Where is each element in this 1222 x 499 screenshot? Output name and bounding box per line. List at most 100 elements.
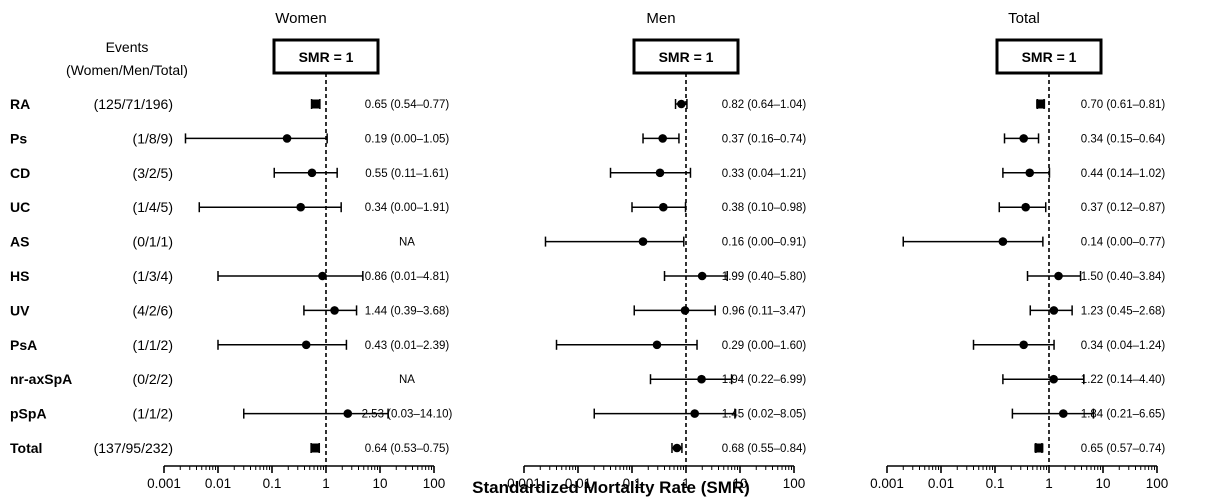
point-marker-women-total <box>311 443 321 453</box>
point-marker-men-total <box>672 443 682 453</box>
x-tick-label-total: 0.1 <box>986 476 1005 491</box>
estimate-label-women-ps: 0.19 (0.00–1.05) <box>365 133 450 145</box>
x-tick-label-men: 0.01 <box>565 476 591 491</box>
estimate-label-total-uv: 1.23 (0.45–2.68) <box>1081 305 1166 317</box>
panel-total: Total SMR = 1 0.001 0.01 0.1 1 10 100 0.70 (0.61… <box>870 10 1168 491</box>
point-marker-women-psa <box>301 340 311 350</box>
row-events-ra: (125/71/196) <box>94 96 173 112</box>
x-tick-label-total: 0.001 <box>870 476 904 491</box>
point-marker-men-ps <box>658 134 667 143</box>
estimate-label-total-cd: 0.44 (0.14–1.02) <box>1081 168 1166 180</box>
row-label-psa: PsA <box>10 337 37 353</box>
point-marker-total-nr-axspa <box>1049 374 1058 384</box>
row-labels: RA (125/71/196) Ps (1/8/9) CD (3/2/5) UC (1/4/5… <box>10 96 173 456</box>
estimate-label-women-pspa: 2.53 (0.03–14.10) <box>362 409 453 421</box>
estimate-label-men-nr-axspa: 1.94 (0.22–6.99) <box>722 374 807 386</box>
row-events-cd: (3/2/5) <box>133 165 173 181</box>
x-tick-label-women: 1 <box>322 476 330 491</box>
estimate-label-men-cd: 0.33 (0.04–1.21) <box>722 168 807 180</box>
x-tick-label-men: 0.001 <box>507 476 541 491</box>
point-marker-men-hs <box>697 271 707 281</box>
x-tick-label-men: 0.1 <box>623 476 642 491</box>
events-column-header: Events (Women/Men/Total) <box>66 39 188 78</box>
smr-reference-label-women: SMR = 1 <box>299 49 354 65</box>
point-marker-women-ra <box>311 99 321 109</box>
x-tick-label-men: 1 <box>682 476 690 491</box>
x-axis-title: Standardized Mortality Rate (SMR) <box>472 478 750 497</box>
point-marker-total-psa <box>1019 340 1028 350</box>
panel-title-total: Total <box>1008 10 1040 27</box>
estimate-label-total-pspa: 1.84 (0.21–6.65) <box>1081 409 1166 421</box>
row-events-nr-axspa: (0/2/2) <box>133 371 173 387</box>
point-marker-men-as <box>638 237 648 246</box>
panel-title-men: Men <box>646 10 675 27</box>
forest-panels: Women SMR = 1 0.001 0.01 0.1 1 10 100 0.65 (0.54… <box>147 10 1168 491</box>
estimate-label-men-as: 0.16 (0.00–0.91) <box>722 237 807 249</box>
x-tick-label-women: 0.1 <box>263 476 282 491</box>
point-marker-men-nr-axspa <box>697 374 706 384</box>
point-marker-men-pspa <box>690 409 700 418</box>
x-tick-label-women: 0.01 <box>205 476 231 491</box>
row-events-ps: (1/8/9) <box>133 130 173 146</box>
point-marker-women-uv <box>330 306 339 315</box>
estimate-label-men-uc: 0.38 (0.10–0.98) <box>722 202 807 214</box>
point-marker-men-uv <box>680 306 690 315</box>
row-label-pspa: pSpA <box>10 406 47 422</box>
point-marker-men-ra <box>677 99 686 109</box>
estimate-label-men-hs: 1.99 (0.40–5.80) <box>722 271 807 283</box>
row-label-nr-axspa: nr-axSpA <box>10 371 72 387</box>
row-events-hs: (1/3/4) <box>133 268 173 284</box>
smr-reference-label-men: SMR = 1 <box>659 49 714 65</box>
row-events-psa: (1/1/2) <box>133 337 173 353</box>
x-tick-label-women: 10 <box>372 476 387 491</box>
estimate-label-total-psa: 0.34 (0.04–1.24) <box>1081 340 1166 352</box>
row-label-hs: HS <box>10 268 29 284</box>
row-label-ra: RA <box>10 96 30 112</box>
point-marker-total-ps <box>1019 134 1028 143</box>
estimate-label-men-pspa: 1.45 (0.02–8.05) <box>722 409 807 421</box>
panel-women: Women SMR = 1 0.001 0.01 0.1 1 10 100 0.65 (0.54… <box>147 10 452 491</box>
estimate-label-total-hs: 1.50 (0.40–3.84) <box>1081 271 1166 283</box>
x-tick-label-total: 0.01 <box>928 476 954 491</box>
point-marker-women-ps <box>282 134 292 143</box>
estimate-label-women-total: 0.64 (0.53–0.75) <box>365 443 450 455</box>
estimate-label-women-cd: 0.55 (0.11–1.61) <box>365 168 449 180</box>
point-marker-men-cd <box>655 168 665 178</box>
row-label-as: AS <box>10 234 29 250</box>
row-events-pspa: (1/1/2) <box>133 406 173 422</box>
estimate-label-men-total: 0.68 (0.55–0.84) <box>722 443 807 455</box>
x-tick-label-men: 100 <box>783 476 806 491</box>
point-marker-women-hs <box>318 271 327 281</box>
point-marker-men-psa <box>652 340 662 350</box>
panel-men: Men SMR = 1 0.001 0.01 0.1 1 10 100 0.82 (0.64–1… <box>507 10 806 491</box>
estimate-label-men-ra: 0.82 (0.64–1.04) <box>722 99 807 111</box>
point-marker-women-uc <box>296 202 305 212</box>
estimate-label-total-ps: 0.34 (0.15–0.64) <box>1081 133 1166 145</box>
point-marker-women-pspa <box>343 409 353 418</box>
events-header-line-1: Events <box>106 39 149 55</box>
estimate-label-women-uv: 1.44 (0.39–3.68) <box>365 305 450 317</box>
estimate-label-men-psa: 0.29 (0.00–1.60) <box>722 340 807 352</box>
row-events-total: (137/95/232) <box>94 440 173 456</box>
row-events-uc: (1/4/5) <box>133 199 173 215</box>
row-label-cd: CD <box>10 165 30 181</box>
estimate-label-women-as: NA <box>399 237 415 249</box>
estimate-label-women-ra: 0.65 (0.54–0.77) <box>365 99 450 111</box>
x-tick-label-men: 10 <box>732 476 747 491</box>
row-label-uc: UC <box>10 199 30 215</box>
estimate-label-men-uv: 0.96 (0.11–3.47) <box>722 305 806 317</box>
estimate-label-total-as: 0.14 (0.00–0.77) <box>1081 237 1166 249</box>
row-label-total: Total <box>10 440 42 456</box>
x-tick-label-total: 100 <box>1146 476 1169 491</box>
x-tick-label-total: 10 <box>1095 476 1110 491</box>
estimate-label-women-psa: 0.43 (0.01–2.39) <box>365 340 450 352</box>
point-marker-total-ra <box>1036 99 1046 109</box>
point-marker-total-total <box>1034 443 1044 453</box>
estimate-label-women-nr-axspa: NA <box>399 374 415 386</box>
point-marker-total-cd <box>1025 168 1035 178</box>
estimate-label-total-nr-axspa: 1.22 (0.14–4.40) <box>1081 374 1166 386</box>
x-tick-label-women: 0.001 <box>147 476 181 491</box>
point-marker-total-hs <box>1054 271 1063 281</box>
point-marker-total-as <box>998 237 1008 246</box>
